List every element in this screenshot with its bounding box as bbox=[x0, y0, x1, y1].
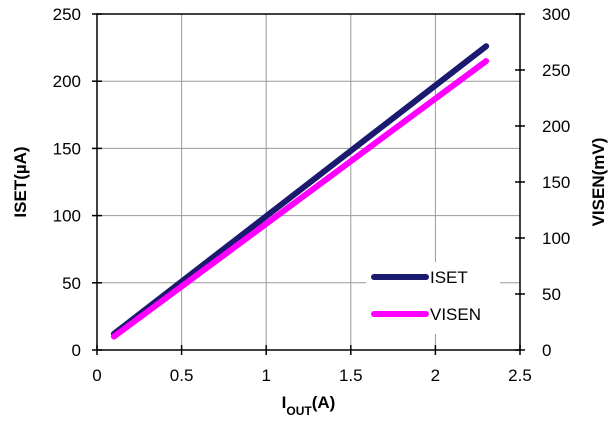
series-line-visen bbox=[110, 58, 490, 340]
x-axis-title-suffix: (A) bbox=[312, 393, 336, 412]
y-left-axis-ticks: 0 50 100 150 200 250 bbox=[53, 5, 102, 360]
y-right-tick-label: 200 bbox=[542, 117, 570, 136]
legend-label-iset: ISET bbox=[430, 268, 468, 287]
legend-label-visen: VISEN bbox=[430, 305, 481, 324]
x-axis-ticks: 0 0.5 1 1.5 2 2.5 bbox=[92, 345, 532, 385]
x-axis-title-subscript: OUT bbox=[286, 404, 312, 418]
x-tick-label: 0.5 bbox=[170, 366, 194, 385]
y-right-tick-label: 300 bbox=[542, 5, 570, 24]
y-right-tick-label: 0 bbox=[542, 341, 551, 360]
y-left-tick-label: 0 bbox=[72, 341, 81, 360]
y-right-tick-label: 100 bbox=[542, 229, 570, 248]
y-left-tick-label: 50 bbox=[62, 274, 81, 293]
x-axis-title-main: I bbox=[282, 393, 287, 412]
x-tick-label: 2.5 bbox=[508, 366, 532, 385]
y-right-tick-label: 50 bbox=[542, 285, 561, 304]
legend: ISET VISEN bbox=[366, 262, 500, 334]
y-right-tick-label: 250 bbox=[542, 61, 570, 80]
y-left-tick-label: 250 bbox=[53, 5, 81, 24]
x-tick-label: 1 bbox=[261, 366, 270, 385]
x-axis-title: IOUT(A) bbox=[282, 393, 336, 418]
y-right-axis-ticks: 0 50 100 150 200 250 300 bbox=[515, 5, 570, 360]
y-left-tick-label: 150 bbox=[53, 139, 81, 158]
series-line-iset bbox=[110, 43, 490, 337]
y-right-tick-label: 150 bbox=[542, 173, 570, 192]
y-left-tick-label: 100 bbox=[53, 207, 81, 226]
x-tick-label: 0 bbox=[92, 366, 101, 385]
x-tick-label: 2 bbox=[431, 366, 440, 385]
y-left-tick-label: 200 bbox=[53, 72, 81, 91]
y-left-axis-title: ISET(µA) bbox=[11, 146, 30, 217]
series-lines bbox=[110, 43, 490, 340]
x-tick-label: 1.5 bbox=[339, 366, 363, 385]
y-right-axis-title: VISEN(mV) bbox=[589, 138, 608, 227]
